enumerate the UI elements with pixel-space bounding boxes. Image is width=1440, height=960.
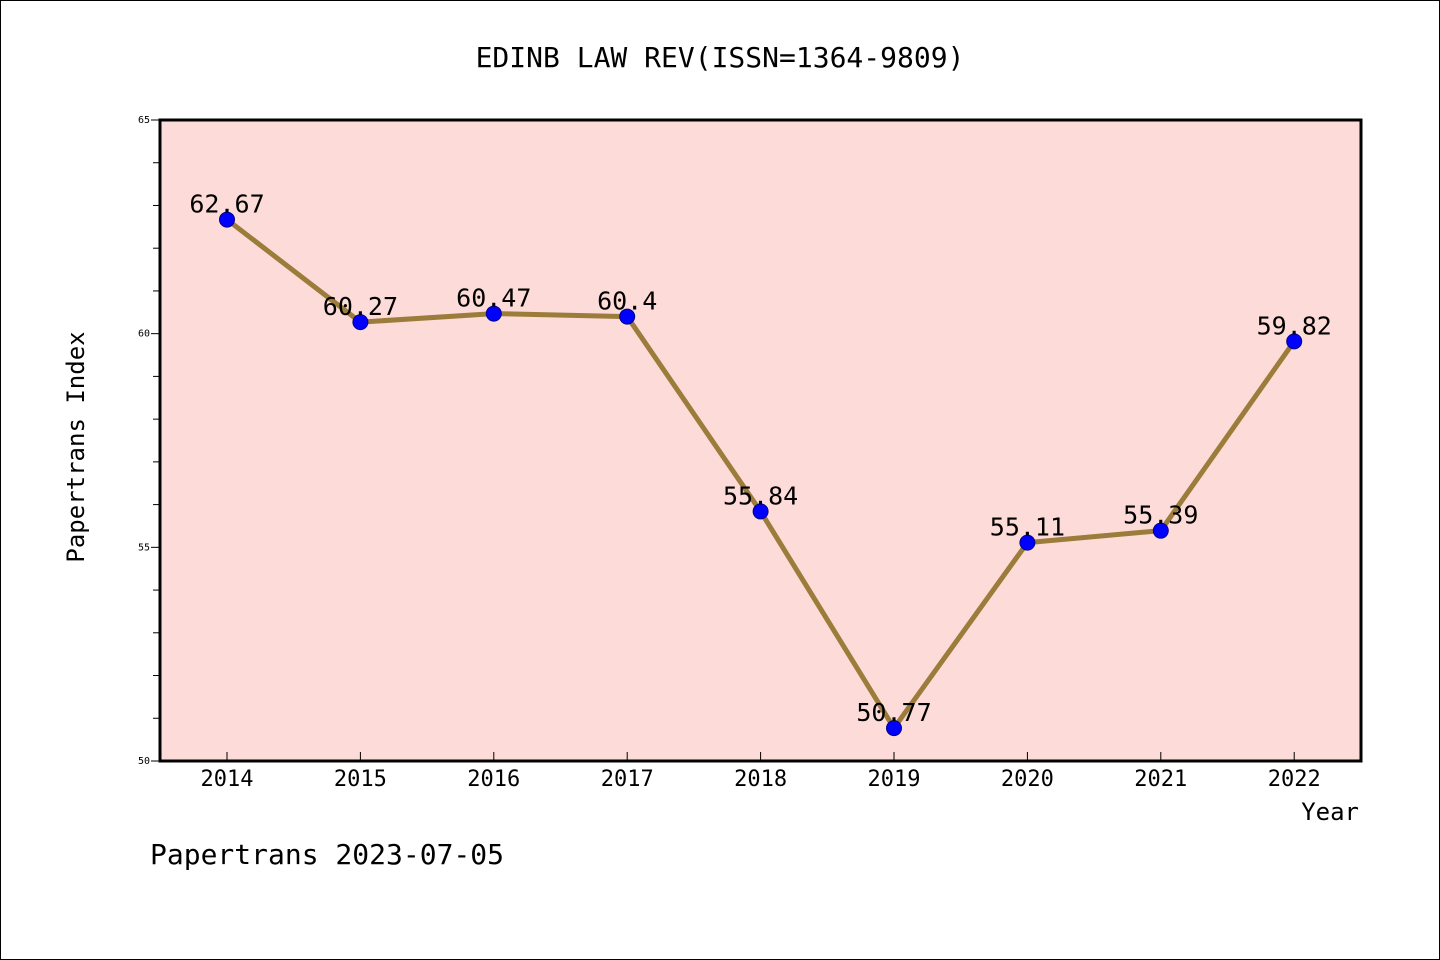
y-tick-label: 55 (138, 542, 150, 553)
x-tick-label: 2014 (201, 767, 254, 792)
data-labels: 62.67 60.27 60.47 60.4 55.84 50.77 55.11 55.39 5… (189, 190, 1331, 728)
y-axis-label: Papertrans Index (62, 331, 90, 562)
data-label: 60.4 (597, 287, 657, 316)
data-point (1286, 333, 1303, 350)
x-tick-label: 2017 (601, 767, 654, 792)
data-point (1152, 522, 1169, 539)
data-point (219, 211, 235, 228)
x-tick-label: 2021 (1134, 767, 1187, 792)
y-axis-ticks: 50 55 60 65 (138, 115, 160, 767)
x-axis-ticks: 2014 2015 2016 2017 2018 2019 2020 2021 2022 (201, 752, 1321, 792)
data-point (752, 503, 769, 520)
x-tick-label: 2016 (467, 767, 520, 792)
chart-title: EDINB LAW REV(ISSN=1364-9809) (476, 41, 965, 74)
data-points (219, 211, 1303, 737)
data-point (886, 720, 902, 737)
data-label: 60.27 (323, 292, 398, 321)
footer-text: Papertrans 2023-07-05 (150, 838, 504, 871)
data-point (1019, 534, 1036, 551)
data-label: 55.84 (723, 481, 798, 510)
data-point (352, 314, 369, 331)
x-tick-label: 2015 (334, 767, 387, 792)
y-tick-label: 50 (138, 756, 150, 767)
x-tick-label: 2022 (1268, 767, 1321, 792)
y-tick-label: 60 (138, 329, 150, 340)
y-tick-label: 65 (138, 115, 150, 126)
data-point (619, 308, 636, 325)
data-label: 55.39 (1123, 501, 1198, 530)
x-axis-label: Year (1301, 798, 1359, 826)
data-label: 60.47 (456, 284, 531, 313)
x-tick-label: 2020 (1001, 767, 1054, 792)
data-point (485, 305, 502, 322)
plot-border (158, 118, 1363, 763)
data-label: 50.77 (856, 698, 931, 727)
data-label: 55.11 (990, 513, 1065, 542)
x-tick-label: 2019 (868, 767, 921, 792)
x-tick-label: 2018 (734, 767, 787, 792)
data-label: 59.82 (1257, 311, 1332, 340)
plot-area (160, 120, 1361, 761)
data-label: 62.67 (189, 190, 264, 219)
